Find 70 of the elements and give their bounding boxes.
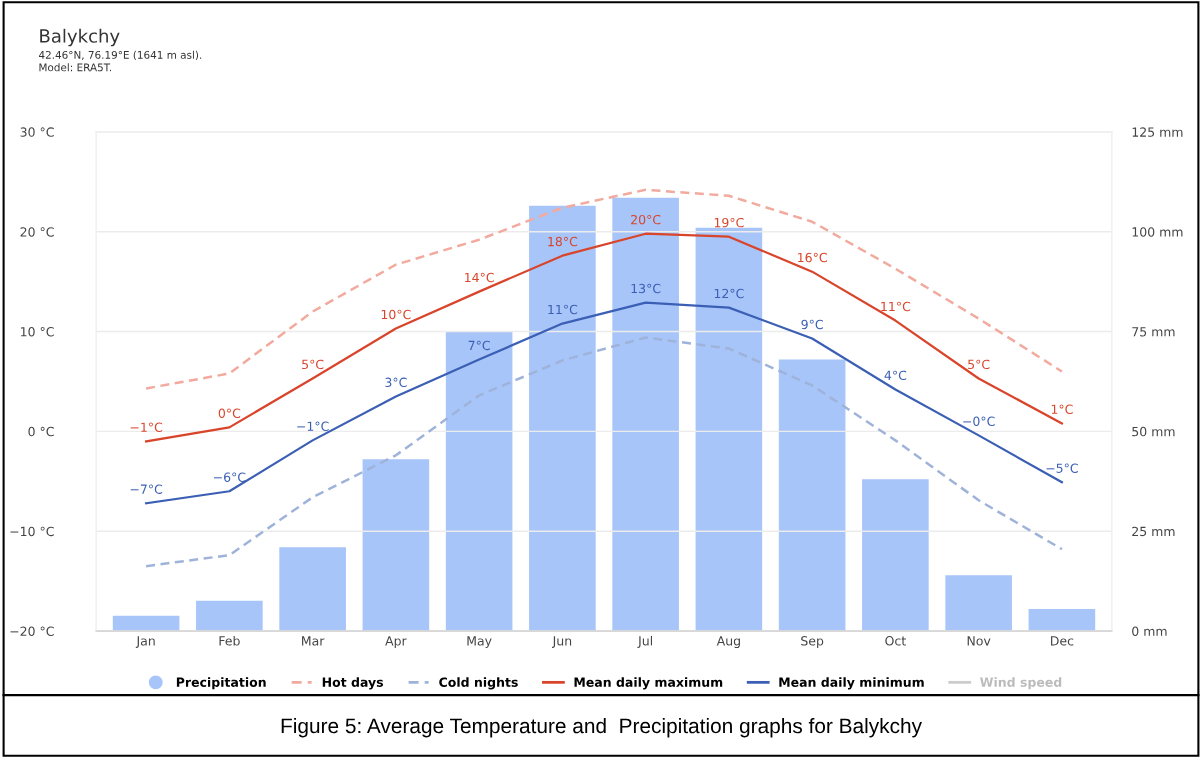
data-label: 0°C xyxy=(218,408,241,419)
bar xyxy=(945,575,1012,632)
y2-tick-label: 50 mm xyxy=(1132,426,1175,437)
y2-tick-label: 75 mm xyxy=(1132,327,1175,337)
data-label: 5°C xyxy=(302,359,324,370)
y2-tick-label: 125 mm xyxy=(1132,127,1183,137)
bar xyxy=(279,547,346,632)
bar xyxy=(529,205,596,632)
y-tick-label: 30 °C xyxy=(20,127,54,137)
data-label: −0°C xyxy=(963,416,995,426)
data-label: 10°C xyxy=(381,309,411,320)
chart-title: Balykchy xyxy=(40,28,120,47)
legend-label: Cold nights xyxy=(439,677,518,690)
x-tick-label: Feb xyxy=(219,635,240,646)
data-label: −1°C xyxy=(130,422,163,432)
x-tick-label: Jul xyxy=(637,635,652,648)
data-label: 3°C xyxy=(385,377,407,388)
bar xyxy=(612,197,679,632)
bar xyxy=(695,227,763,632)
data-label: 12°C xyxy=(714,288,744,299)
data-label: 18°C xyxy=(548,236,578,247)
x-tick-label: Apr xyxy=(385,636,407,648)
x-tick-label: Dec xyxy=(1051,636,1074,646)
data-label: −5°C xyxy=(1046,463,1078,473)
legend-label: Mean daily minimum xyxy=(779,677,924,690)
x-tick-label: May xyxy=(467,636,492,648)
bar xyxy=(445,331,513,632)
data-label: 11°C xyxy=(881,301,911,312)
legend-label: Mean daily maximum xyxy=(574,677,723,690)
data-label: 20°C xyxy=(631,214,661,225)
legend-label: Wind speed xyxy=(980,677,1062,690)
caption: Figure 5: Average Temperature and Precipitation graphs for Balykchy xyxy=(281,717,922,738)
data-label: 5°C xyxy=(968,359,990,370)
bar xyxy=(862,479,929,632)
bar xyxy=(112,615,180,632)
data-label: 16°C xyxy=(798,252,827,263)
x-tick-label: Jan xyxy=(135,636,155,648)
data-label: 7°C xyxy=(468,340,490,351)
y-tick-label: 0 °C xyxy=(28,426,54,437)
chart-subtitle: 42.46°N, 76.19°E (1641 m asl). Model: ERA5T. xyxy=(38,50,202,72)
data-label: −1°C xyxy=(297,421,329,431)
data-label: 4°C xyxy=(884,370,907,381)
bar xyxy=(778,359,846,632)
data-label: −6°C xyxy=(213,472,246,482)
legend-label: Precipitation xyxy=(176,677,266,690)
data-label: 14°C xyxy=(465,272,494,283)
x-tick-label: Mar xyxy=(302,636,325,646)
y-tick-label: 10 °C xyxy=(21,327,54,337)
y-tick-label: −20 °C xyxy=(10,626,54,636)
line-series xyxy=(144,188,1064,390)
x-tick-label: Jun xyxy=(551,636,572,648)
data-label: 19°C xyxy=(714,217,744,228)
x-tick-label: Sep xyxy=(801,636,824,648)
x-tick-label: Aug xyxy=(716,636,740,648)
bar xyxy=(1028,609,1096,632)
bar xyxy=(362,459,430,632)
data-label: 9°C xyxy=(801,319,823,330)
x-tick-label: Nov xyxy=(967,636,991,646)
y2-tick-label: 100 mm xyxy=(1132,227,1183,237)
y2-tick-label: 25 mm xyxy=(1132,526,1175,537)
bar xyxy=(196,600,263,632)
data-label: 1°C xyxy=(1051,404,1073,415)
y-tick-label: −10 °C xyxy=(10,526,54,537)
data-label: 13°C xyxy=(631,283,661,294)
legend-label: Hot days xyxy=(322,677,383,690)
x-tick-label: Oct xyxy=(885,636,906,646)
data-label: 11°C xyxy=(548,304,578,315)
data-label: −7°C xyxy=(130,484,163,494)
y-tick-label: 20 °C xyxy=(20,227,54,237)
y2-tick-label: 0 mm xyxy=(1132,626,1167,636)
